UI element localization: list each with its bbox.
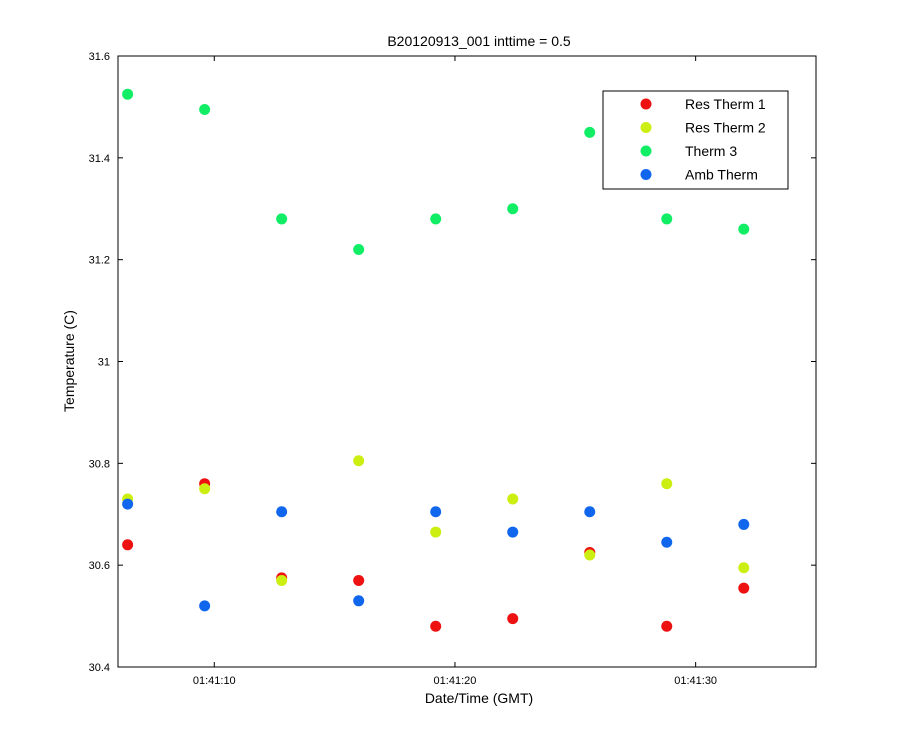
chart-title: B20120913_001 inttime = 0.5 bbox=[387, 33, 571, 49]
point-res-therm-1 bbox=[661, 620, 673, 632]
x-tick-label: 01:41:20 bbox=[434, 675, 477, 687]
x-axis-title: Date/Time (GMT) bbox=[425, 690, 533, 706]
point-amb-therm bbox=[661, 536, 673, 548]
point-res-therm-1 bbox=[122, 539, 134, 551]
y-tick-label: 31 bbox=[98, 357, 110, 369]
point-res-therm-2 bbox=[584, 549, 596, 561]
point-amb-therm bbox=[738, 518, 750, 530]
point-therm-3 bbox=[584, 126, 596, 138]
y-axis-title: Temperature (C) bbox=[61, 310, 77, 412]
point-therm-3 bbox=[507, 203, 519, 215]
legend-marker-res-therm-1 bbox=[640, 98, 652, 110]
point-therm-3 bbox=[276, 213, 288, 225]
legend-marker-amb-therm bbox=[640, 169, 652, 180]
y-tick-label: 31.2 bbox=[89, 255, 110, 267]
point-therm-3 bbox=[430, 213, 442, 225]
legend-label-amb-therm: Amb Therm bbox=[685, 167, 758, 183]
legend-label-res-therm-2: Res Therm 2 bbox=[685, 120, 766, 136]
legend-marker-therm-3 bbox=[640, 145, 652, 157]
point-therm-3 bbox=[661, 213, 673, 225]
legend-box bbox=[602, 90, 789, 190]
y-tick-label: 31.4 bbox=[89, 153, 110, 165]
point-res-therm-2 bbox=[738, 562, 750, 574]
point-amb-therm bbox=[507, 526, 519, 538]
point-res-therm-1 bbox=[430, 620, 442, 632]
point-res-therm-2 bbox=[276, 574, 288, 586]
point-res-therm-2 bbox=[661, 478, 673, 490]
legend-marker-res-therm-2 bbox=[640, 122, 652, 133]
data-points bbox=[122, 88, 750, 632]
point-amb-therm bbox=[353, 595, 365, 607]
legend-label-therm-3: Therm 3 bbox=[685, 143, 737, 159]
point-res-therm-1 bbox=[738, 582, 750, 594]
point-res-therm-2 bbox=[199, 483, 211, 495]
x-tick-label: 01:41:30 bbox=[674, 675, 717, 687]
point-amb-therm bbox=[276, 506, 288, 518]
point-res-therm-1 bbox=[353, 574, 365, 586]
point-res-therm-2 bbox=[507, 493, 519, 505]
point-amb-therm bbox=[122, 498, 134, 510]
point-amb-therm bbox=[199, 600, 211, 612]
y-axis: 30.4 30.6 30.8 31 31.2 31.4 31.6 bbox=[89, 51, 816, 674]
x-axis: 01:41:10 01:41:20 01:41:30 bbox=[193, 56, 717, 687]
point-res-therm-2 bbox=[430, 526, 442, 538]
legend: Res Therm 1 Res Therm 2 Therm 3 Amb Therm bbox=[602, 90, 789, 190]
x-tick-label: 01:41:10 bbox=[193, 675, 236, 687]
point-therm-3 bbox=[353, 243, 365, 255]
point-amb-therm bbox=[430, 506, 442, 518]
point-res-therm-1 bbox=[507, 613, 519, 625]
point-therm-3 bbox=[122, 88, 134, 100]
y-tick-label: 31.6 bbox=[89, 51, 110, 63]
point-amb-therm bbox=[584, 506, 596, 518]
point-therm-3 bbox=[738, 223, 750, 235]
point-therm-3 bbox=[199, 103, 211, 115]
legend-label-res-therm-1: Res Therm 1 bbox=[685, 96, 766, 112]
y-tick-label: 30.6 bbox=[89, 560, 110, 572]
point-res-therm-2 bbox=[353, 455, 365, 467]
y-tick-label: 30.4 bbox=[89, 662, 110, 674]
y-tick-label: 30.8 bbox=[89, 458, 110, 470]
